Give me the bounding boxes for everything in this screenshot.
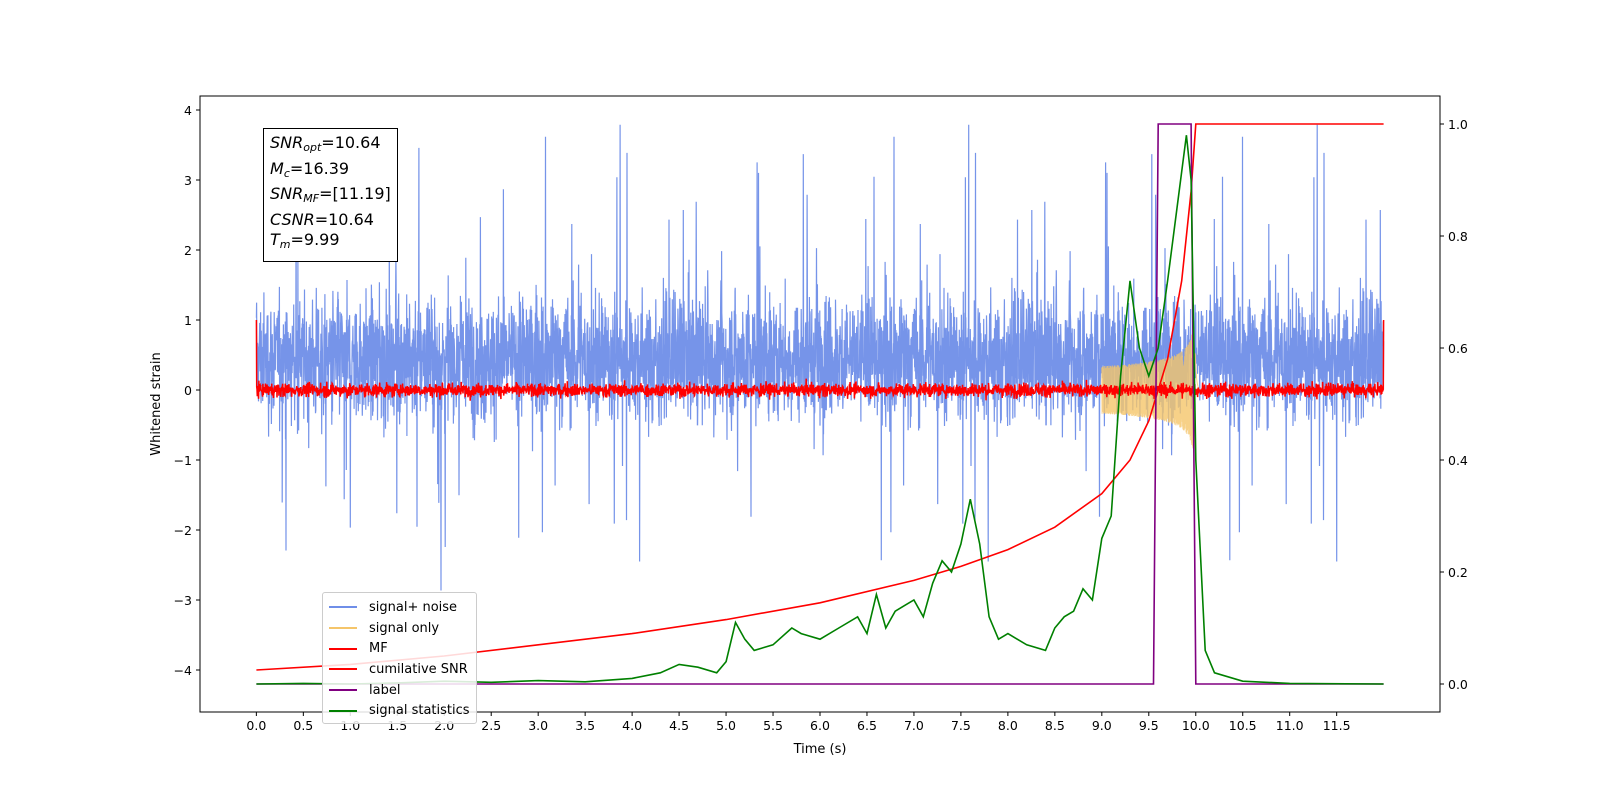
snr-mf-line: SNRMF=[11.19] bbox=[270, 184, 391, 205]
x-axis-label: Time (s) bbox=[793, 742, 847, 757]
y-left-tick-label: 2 bbox=[184, 243, 192, 258]
y-right-tick-label: 0.6 bbox=[1448, 341, 1468, 356]
x-tick-label: 11.0 bbox=[1276, 718, 1304, 733]
y-left-tick-label: 4 bbox=[184, 103, 192, 118]
mc-line: Mc=16.39 bbox=[270, 158, 350, 180]
y-left-tick-label: 0 bbox=[184, 383, 192, 398]
legend-swatch bbox=[329, 709, 357, 712]
x-tick-label: 0.5 bbox=[293, 718, 313, 733]
x-tick-label: 2.5 bbox=[481, 718, 501, 733]
y-left-tick-label: 3 bbox=[184, 173, 192, 188]
x-tick-label: 6.5 bbox=[857, 718, 877, 733]
legend-label: MF bbox=[369, 641, 388, 657]
legend-label: label bbox=[369, 682, 401, 698]
plot-area bbox=[255, 123, 1385, 685]
x-tick-label: 9.5 bbox=[1139, 718, 1159, 733]
y-right-tick-label: 0.4 bbox=[1448, 453, 1468, 468]
y-right-tick-label: 0.8 bbox=[1448, 229, 1468, 244]
legend-item: signal+ noise bbox=[329, 597, 470, 618]
stats-annotation-box: SNRopt=10.64 Mc=16.39 SNRMF=[11.19] CSNR… bbox=[263, 128, 398, 262]
tm-line: Tm=9.99 bbox=[270, 230, 340, 251]
x-tick-label: 10.0 bbox=[1182, 718, 1210, 733]
y-left-tick-label: −3 bbox=[174, 593, 192, 608]
y-left-tick-label: −2 bbox=[174, 523, 192, 538]
legend-item: label bbox=[329, 680, 470, 701]
legend-swatch bbox=[329, 668, 357, 671]
legend-swatch bbox=[329, 627, 357, 630]
y-right-tick-label: 1.0 bbox=[1448, 117, 1468, 132]
y-right-tick-label: 0.0 bbox=[1448, 677, 1468, 692]
csnr-line: CSNR=10.64 bbox=[270, 209, 374, 229]
axes: 0.0 0.5 1.0 1.5 2.0 2.5 3.0 3.5 4.0 4.5 5.0 5.5 6.0 6… bbox=[174, 103, 1468, 733]
x-tick-label: 0.0 bbox=[246, 718, 266, 733]
legend-label: signal+ noise bbox=[369, 599, 458, 615]
series-signal-statistics-line bbox=[256, 135, 1384, 685]
snr-opt-line: SNRopt=10.64 bbox=[270, 133, 381, 154]
x-tick-label: 4.0 bbox=[622, 718, 642, 733]
legend-item: signal only bbox=[329, 618, 470, 639]
x-tick-label: 4.5 bbox=[669, 718, 689, 733]
y-left-tick-label: 1 bbox=[184, 313, 192, 328]
x-tick-label: 7.5 bbox=[951, 718, 971, 733]
x-tick-label: 5.5 bbox=[763, 718, 783, 733]
y-left-tick-label: −1 bbox=[174, 453, 192, 468]
x-tick-label: 10.5 bbox=[1229, 718, 1257, 733]
legend-item: MF bbox=[329, 638, 470, 659]
x-tick-label: 3.0 bbox=[528, 718, 548, 733]
legend: signal+ noise signal only MF cumilative SNR… bbox=[322, 592, 477, 725]
y-axis-label: Whitened strain bbox=[149, 352, 164, 455]
y-left-tick-label: −4 bbox=[174, 663, 192, 678]
x-tick-label: 8.5 bbox=[1045, 718, 1065, 733]
x-tick-label: 7.0 bbox=[904, 718, 924, 733]
series-signal-noise-line bbox=[255, 124, 1385, 591]
x-tick-label: 9.0 bbox=[1092, 718, 1112, 733]
x-tick-label: 8.0 bbox=[998, 718, 1018, 733]
series-mf-line bbox=[255, 319, 1385, 401]
x-tick-label: 5.0 bbox=[716, 718, 736, 733]
x-tick-label: 6.0 bbox=[810, 718, 830, 733]
y-right-tick-label: 0.2 bbox=[1448, 565, 1468, 580]
legend-item: cumilative SNR bbox=[329, 659, 470, 680]
x-tick-label: 11.5 bbox=[1323, 718, 1351, 733]
series-cumulative-snr-line bbox=[256, 123, 1384, 671]
legend-item: signal statistics bbox=[329, 700, 470, 721]
legend-label: signal statistics bbox=[369, 703, 470, 719]
legend-label: signal only bbox=[369, 620, 440, 636]
legend-swatch bbox=[329, 647, 357, 650]
legend-swatch bbox=[329, 689, 357, 692]
legend-swatch bbox=[329, 606, 357, 609]
legend-label: cumilative SNR bbox=[369, 661, 468, 677]
x-tick-label: 3.5 bbox=[575, 718, 595, 733]
series-label-line bbox=[256, 123, 1384, 685]
